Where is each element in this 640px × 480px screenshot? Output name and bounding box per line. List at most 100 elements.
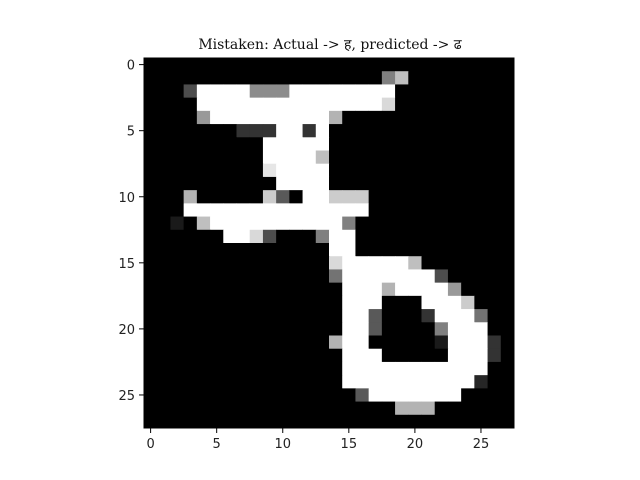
heatmap-cell (434, 388, 449, 402)
heatmap-cell (183, 110, 198, 125)
heatmap-cell (355, 58, 370, 72)
heatmap-cell (249, 110, 264, 125)
heatmap-cell (395, 375, 409, 389)
heatmap-cell (144, 124, 158, 138)
heatmap-cell (500, 97, 515, 112)
heatmap-cell (302, 150, 317, 165)
heatmap-cell (368, 401, 383, 416)
heatmap-cell (170, 348, 185, 363)
heatmap-cell (196, 361, 211, 376)
heatmap-cell (395, 322, 409, 336)
heatmap-cell (342, 335, 356, 350)
heatmap-cell (276, 388, 290, 402)
heatmap-cell (196, 295, 211, 310)
heatmap-cell (249, 58, 264, 72)
heatmap-cell (236, 137, 251, 151)
heatmap-cell (276, 150, 290, 165)
heatmap-cell (183, 243, 198, 257)
heatmap-cell (461, 58, 475, 72)
heatmap-cell (381, 335, 396, 350)
heatmap-cell (355, 150, 370, 165)
heatmap-cell (262, 348, 277, 363)
heatmap-cell (434, 216, 449, 231)
heatmap-cell (315, 414, 330, 429)
heatmap-cell (355, 256, 370, 270)
heatmap-cell (210, 124, 224, 138)
heatmap-cell (223, 243, 237, 257)
heatmap-cell (500, 322, 515, 336)
heatmap-cell (196, 216, 211, 231)
heatmap-cell (447, 309, 462, 323)
heatmap-cell (421, 97, 436, 112)
heatmap-cell (249, 150, 264, 165)
heatmap-cell (276, 71, 290, 85)
heatmap-cell (395, 124, 409, 138)
heatmap-cell (329, 309, 343, 323)
heatmap-cell (342, 322, 356, 336)
heatmap-cell (289, 229, 303, 244)
heatmap-cell (395, 309, 409, 323)
heatmap-cell (289, 375, 303, 389)
heatmap-cell (170, 97, 185, 112)
heatmap-cell (342, 137, 356, 151)
heatmap-cell (408, 124, 422, 138)
heatmap-cell (329, 243, 343, 257)
heatmap-cell (262, 216, 277, 231)
heatmap-cell (144, 150, 158, 165)
heatmap-cell (170, 58, 185, 72)
heatmap-cell (434, 163, 449, 178)
heatmap-cell (474, 414, 488, 429)
heatmap-cell (210, 71, 224, 85)
heatmap-cell (196, 375, 211, 389)
heatmap-cell (302, 401, 317, 416)
heatmap-cell (500, 163, 515, 178)
heatmap-cell (474, 137, 488, 151)
heatmap-cell (461, 110, 475, 125)
chart-title: Mistaken: Actual -> ह, predicted -> ढ (198, 37, 462, 53)
heatmap-cell (461, 388, 475, 402)
heatmap-cell (144, 414, 158, 429)
heatmap-cell (249, 137, 264, 151)
heatmap-cell (236, 229, 251, 244)
heatmap-cell (421, 216, 436, 231)
heatmap-cell (408, 150, 422, 165)
heatmap-cell (262, 335, 277, 350)
heatmap-cell (289, 137, 303, 151)
heatmap-cell (408, 229, 422, 244)
heatmap-cell (461, 401, 475, 416)
heatmap-cell (183, 256, 198, 270)
heatmap-cell (342, 229, 356, 244)
heatmap-cell (196, 229, 211, 244)
heatmap-cell (461, 229, 475, 244)
axes-frame (143, 57, 515, 429)
heatmap-cell (421, 176, 436, 191)
heatmap-cell (262, 163, 277, 178)
heatmap-cell (315, 163, 330, 178)
heatmap-cell (249, 269, 264, 284)
heatmap-cell (487, 309, 502, 323)
heatmap-cell (196, 58, 211, 72)
heatmap-cell (196, 97, 211, 112)
heatmap-cell (408, 361, 422, 376)
heatmap-cell (355, 361, 370, 376)
heatmap-cell (144, 58, 158, 72)
heatmap-cell (500, 414, 515, 429)
heatmap-cell (421, 150, 436, 165)
heatmap-cell (500, 375, 515, 389)
heatmap-cell (170, 229, 185, 244)
heatmap-cell (183, 84, 198, 99)
heatmap-cell (368, 176, 383, 191)
heatmap-cell (170, 137, 185, 151)
heatmap-cell (302, 322, 317, 336)
heatmap-cell (157, 375, 171, 389)
heatmap-cell (408, 216, 422, 231)
heatmap-cell (236, 97, 251, 112)
heatmap-cell (408, 190, 422, 204)
heatmap-cell (381, 71, 396, 85)
heatmap-cell (157, 84, 171, 99)
heatmap-cell (395, 137, 409, 151)
x-tick-label: 15 (341, 437, 358, 452)
heatmap-cell (474, 269, 488, 284)
heatmap-cell (342, 190, 356, 204)
heatmap-cell (170, 84, 185, 99)
